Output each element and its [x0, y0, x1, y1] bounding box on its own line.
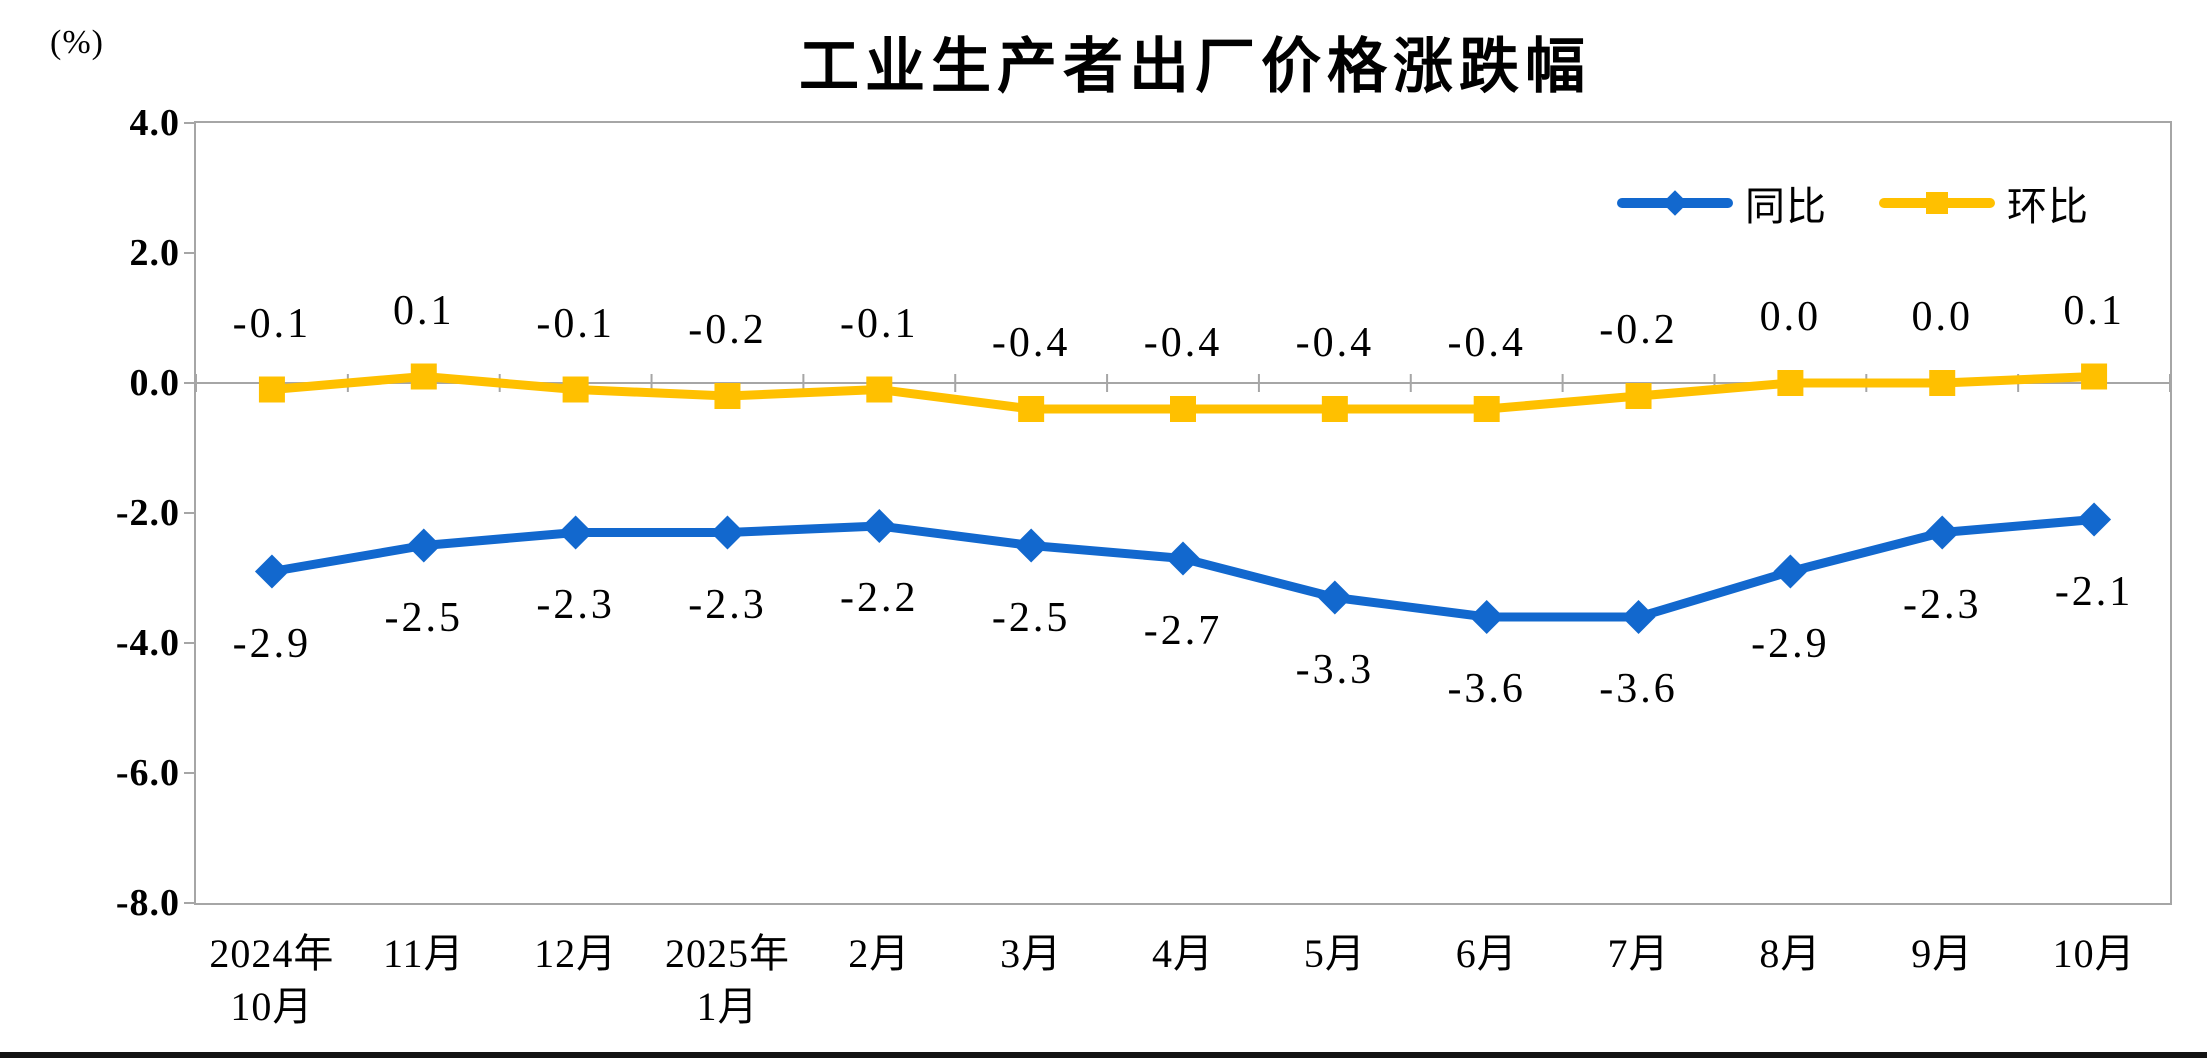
chart-title: 工业生产者出厂价格涨跌幅 — [799, 33, 1591, 100]
y-tick-label: -4.0 — [115, 622, 180, 664]
diamond-marker-icon — [1662, 190, 1688, 216]
legend-label-yoy: 同比 — [1745, 185, 1827, 229]
x-tick-label: 2024年 10月 — [209, 931, 335, 1029]
legend: 同比 环比 — [1617, 174, 2089, 232]
x-tick-label: 12月 — [534, 931, 618, 976]
legend-label-mom: 环比 — [2007, 185, 2089, 229]
legend-item-mom: 环比 — [1879, 174, 2089, 232]
x-tick-label: 7月 — [1607, 931, 1670, 976]
y-tick-label: 4.0 — [129, 102, 180, 144]
x-tick-label: 5月 — [1303, 931, 1366, 976]
legend-item-yoy: 同比 — [1617, 174, 1827, 232]
x-tick-label: 2月 — [848, 931, 911, 976]
x-tick-label: 8月 — [1759, 931, 1822, 976]
x-tick-label: 11月 — [383, 931, 465, 976]
x-tick-label: 6月 — [1455, 931, 1518, 976]
y-tick-label: -8.0 — [115, 882, 180, 924]
x-tick-label: 9月 — [1911, 931, 1974, 976]
y-tick-label: 2.0 — [129, 232, 180, 274]
square-marker-icon — [1926, 192, 1948, 214]
bottom-border-bar — [0, 1052, 2207, 1058]
x-tick-label: 4月 — [1152, 931, 1214, 976]
y-axis-unit-label: (%) — [50, 24, 104, 61]
plot-area — [194, 121, 2172, 905]
x-tick-label: 10月 — [2052, 931, 2136, 976]
y-tick-label: -6.0 — [115, 752, 180, 794]
x-tick-label: 3月 — [1000, 931, 1063, 976]
x-tick-label: 2025年 1月 — [664, 931, 790, 1029]
legend-line-mom-icon — [1879, 192, 1995, 214]
y-tick-label: -2.0 — [115, 492, 180, 534]
y-tick-label: 0.0 — [129, 362, 180, 404]
legend-line-yoy-icon — [1617, 190, 1733, 216]
